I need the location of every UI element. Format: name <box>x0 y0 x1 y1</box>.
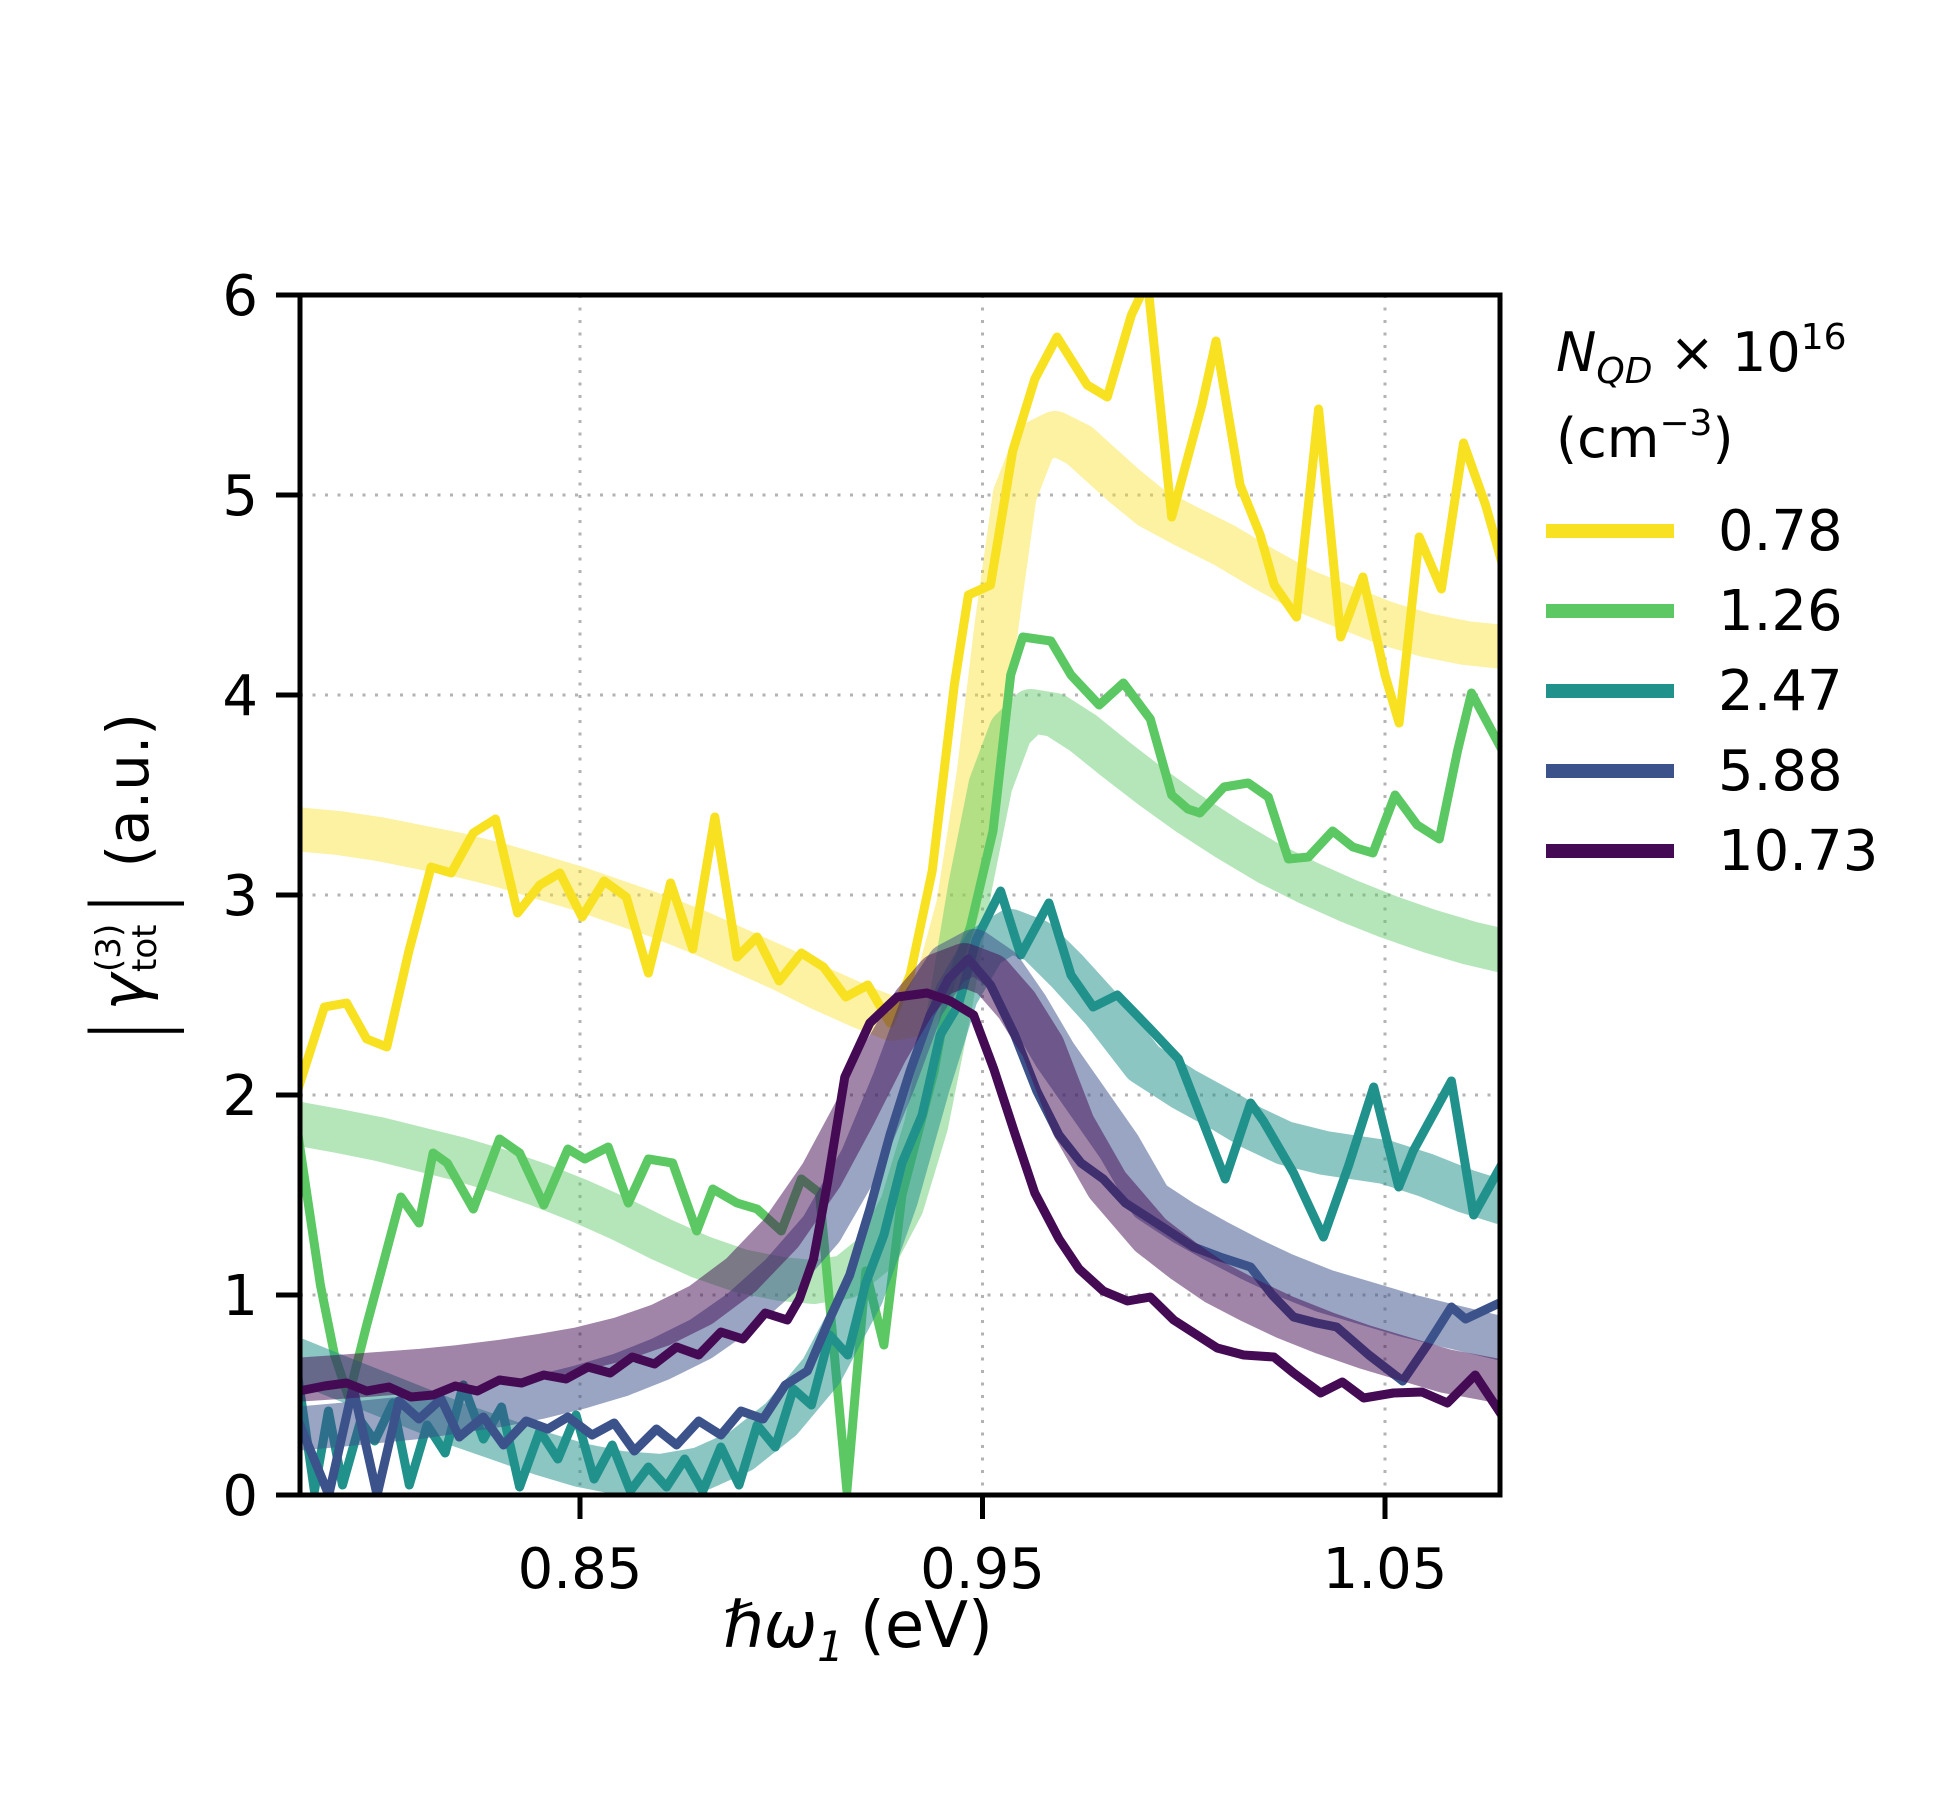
legend-units: (cm−3) <box>1556 403 1734 470</box>
legend: NQD × 1016 (cm−3) 0.78 1.26 2.47 5.88 10.73 <box>1540 295 1940 935</box>
ylabel-subscript: tot <box>125 924 165 972</box>
data-line-0.78 <box>300 295 1500 1098</box>
legend-entry-label: 2.47 <box>1718 658 1843 724</box>
legend-line-swatch <box>1546 844 1674 858</box>
legend-entry: 2.47 <box>1540 651 1940 731</box>
legend-title-times: × 10 <box>1652 321 1801 384</box>
x-tick-label: 0.95 <box>920 1537 1045 1602</box>
y-tick-label: 0 <box>222 1464 258 1529</box>
legend-units-close: ) <box>1712 407 1734 470</box>
legend-line-swatch <box>1546 524 1674 538</box>
legend-title: NQD × 1016 <box>1556 317 1847 392</box>
data-series-layer <box>300 295 1500 1495</box>
legend-entry: 1.26 <box>1540 571 1940 651</box>
legend-line-swatch <box>1546 764 1674 778</box>
xlabel-symbol: ℏω <box>723 1589 818 1663</box>
ylabel-bar-left: | <box>71 1016 185 1045</box>
legend-line-swatch <box>1546 604 1674 618</box>
xlabel-unit: (eV) <box>859 1589 993 1663</box>
y-axis-label: | γ (3) tot | (a.u.) <box>72 713 185 1047</box>
theory-band-0.78 <box>300 411 1500 1041</box>
gridlines <box>300 295 1500 1495</box>
legend-entry-label: 10.73 <box>1718 818 1879 884</box>
y-tick-label: 1 <box>222 1264 258 1329</box>
y-tick-label: 2 <box>222 1064 258 1129</box>
tick-labels: 0.85 0.95 1.05 0 1 2 3 4 5 6 <box>222 264 1447 1602</box>
x-axis-label: ℏω1 (eV) <box>723 1589 993 1671</box>
legend-units-open: (cm <box>1556 407 1660 470</box>
legend-line-swatch <box>1546 684 1674 698</box>
x-tick-label: 1.05 <box>1323 1537 1448 1602</box>
plot-frame <box>297 292 1503 1498</box>
ylabel-gamma: γ <box>86 973 160 1011</box>
y-tick-label: 5 <box>222 464 258 529</box>
data-line-1.26 <box>300 632 1500 1495</box>
legend-title-exponent: 16 <box>1800 317 1847 358</box>
legend-units-exponent: −3 <box>1659 403 1713 444</box>
ylabel-unit: (a.u.) <box>94 713 162 868</box>
legend-title-subscript: QD <box>1596 351 1653 392</box>
legend-entry-label: 1.26 <box>1718 578 1843 644</box>
ylabel-bar-right: | <box>71 889 185 918</box>
axis-ticks <box>276 292 1388 1519</box>
legend-entry-label: 5.88 <box>1718 738 1843 804</box>
data-line-10.73 <box>300 988 1500 1421</box>
ylabel-superscript: (3) <box>89 923 130 972</box>
xlabel-subscript: 1 <box>817 1622 844 1671</box>
legend-entries: 0.78 1.26 2.47 5.88 10.73 <box>1540 491 1940 891</box>
y-tick-label: 6 <box>222 264 258 329</box>
legend-entry: 10.73 <box>1540 811 1940 891</box>
legend-entry-label: 0.78 <box>1718 498 1843 564</box>
legend-entry: 5.88 <box>1540 731 1940 811</box>
x-tick-label: 0.85 <box>518 1537 643 1602</box>
y-tick-label: 4 <box>222 664 258 729</box>
legend-entry: 0.78 <box>1540 491 1940 571</box>
legend-title-variable: N <box>1556 321 1597 384</box>
y-tick-label: 3 <box>222 864 258 929</box>
